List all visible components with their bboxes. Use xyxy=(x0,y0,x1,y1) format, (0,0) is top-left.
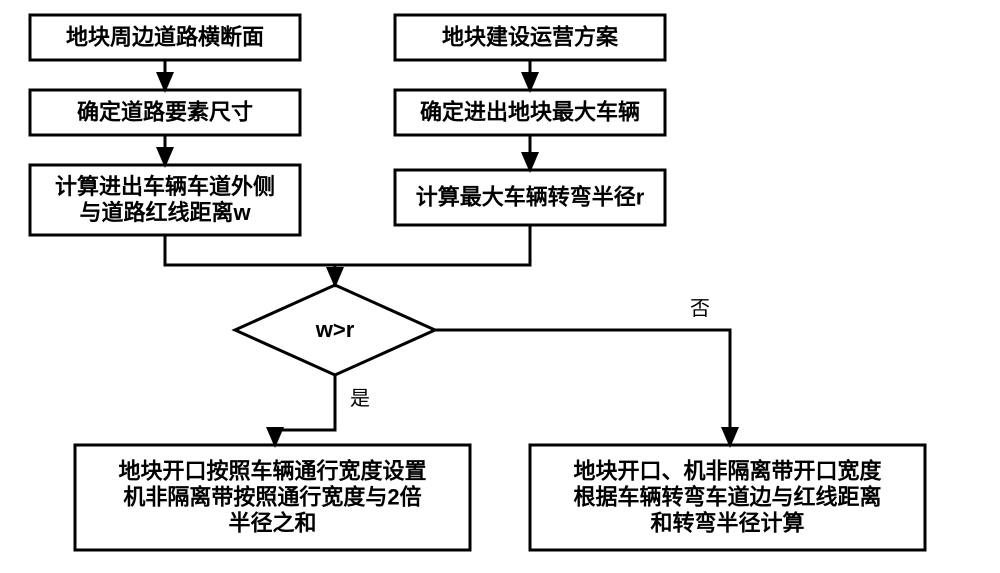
node-a3-line0: 计算进出车辆车道外侧 xyxy=(55,174,275,199)
node-a2: 确定道路要素尺寸 xyxy=(30,90,300,135)
node-b3-line0: 计算最大车辆转弯半径r xyxy=(416,184,645,209)
node-b2-line0: 确定进出地块最大车辆 xyxy=(420,99,640,124)
node-a3: 计算进出车辆车道外侧与道路红线距离w xyxy=(30,165,300,235)
node-y-line2: 半径之和 xyxy=(228,510,316,535)
node-n-line1: 根据车辆转弯车道边与红线距离 xyxy=(573,484,881,509)
flowchart-canvas: 地块周边道路横断面确定道路要素尺寸计算进出车辆车道外侧与道路红线距离w地块建设运… xyxy=(0,0,1000,573)
node-b1-line0: 地块建设运营方案 xyxy=(442,24,619,49)
edge-label: 是 xyxy=(350,388,370,410)
node-b1: 地块建设运营方案 xyxy=(395,15,665,60)
node-y-line0: 地块开口按照车辆通行宽度设置 xyxy=(118,458,426,483)
node-a3-line1: 与道路红线距离w xyxy=(79,200,251,225)
node-b3: 计算最大车辆转弯半径r xyxy=(395,170,665,225)
node-n: 地块开口、机非隔离带开口宽度根据车辆转弯车道边与红线距离和转弯半径计算 xyxy=(530,445,925,550)
node-n-line0: 地块开口、机非隔离带开口宽度 xyxy=(573,458,882,483)
node-a1: 地块周边道路横断面 xyxy=(30,15,300,60)
node-d: w>r xyxy=(235,285,435,375)
node-n-line2: 和转弯半径计算 xyxy=(650,510,804,535)
edge-label: 否 xyxy=(690,298,710,320)
node-a2-line0: 确定道路要素尺寸 xyxy=(77,99,253,124)
node-d-label: w>r xyxy=(315,317,355,342)
node-b2: 确定进出地块最大车辆 xyxy=(395,90,665,135)
node-y: 地块开口按照车辆通行宽度设置机非隔离带按照通行宽度与2倍半径之和 xyxy=(75,445,470,550)
node-a1-line0: 地块周边道路横断面 xyxy=(66,24,264,49)
node-y-line1: 机非隔离带按照通行宽度与2倍 xyxy=(123,484,421,509)
